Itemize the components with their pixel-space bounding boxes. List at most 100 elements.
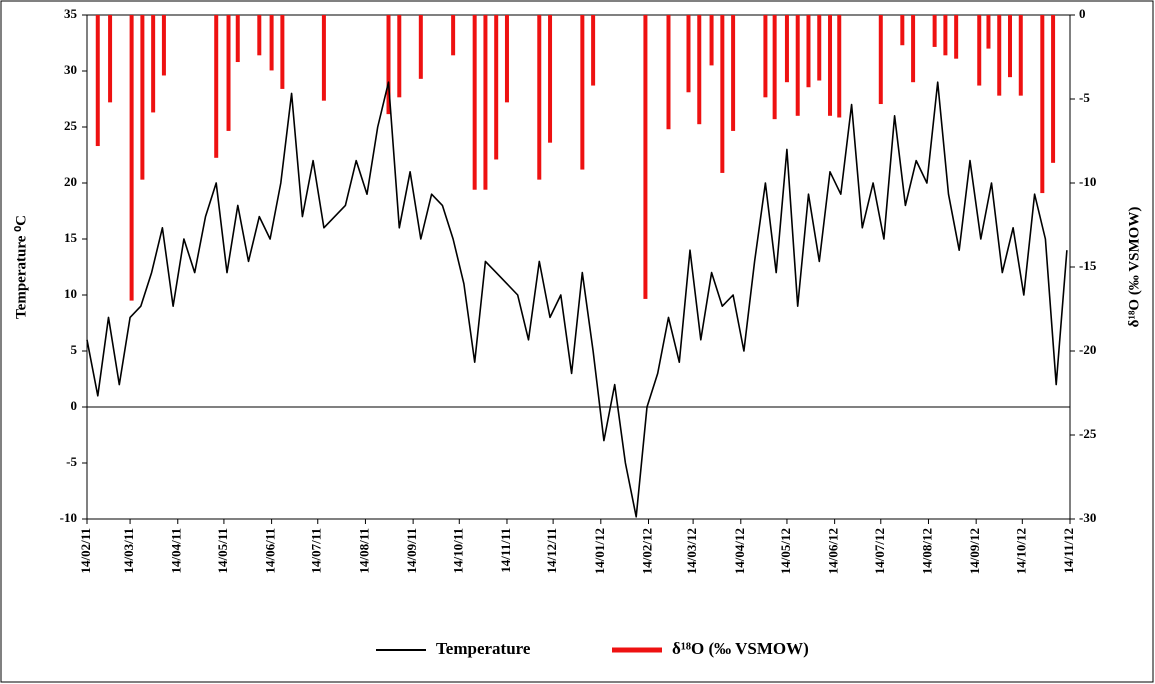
bar [151, 15, 156, 113]
x-tick-label: 14/09/12 [967, 528, 982, 574]
bar [321, 15, 326, 101]
bar [269, 15, 274, 71]
temperature-line [86, 81, 1068, 518]
bar [257, 15, 262, 56]
y-tick-label: 30 [64, 62, 77, 77]
bar [129, 15, 134, 301]
y-tick-label: -10 [60, 510, 77, 525]
bar [932, 15, 937, 47]
y-tick-label: 35 [64, 6, 78, 21]
bar [697, 15, 702, 125]
bar [226, 15, 231, 131]
y2-tick-label: -30 [1079, 510, 1096, 525]
bar [943, 15, 948, 56]
y2-tick-label: -25 [1079, 426, 1097, 441]
bar [591, 15, 596, 86]
y2-tick-label: -20 [1079, 342, 1096, 357]
bar [95, 15, 100, 147]
bar [878, 15, 883, 105]
bar [977, 15, 982, 86]
bar [731, 15, 736, 131]
plot-area [86, 14, 1071, 520]
x-tick-label: 14/04/11 [169, 528, 184, 574]
bar [828, 15, 833, 116]
bar [666, 15, 671, 130]
bar [911, 15, 916, 83]
y2-tick-label: 0 [1079, 6, 1086, 21]
y-tick-label: 5 [71, 342, 78, 357]
bar [997, 15, 1002, 96]
y-axis-label: Temperature ⁰C [13, 215, 29, 319]
x-tick-label: 14/08/11 [356, 528, 371, 574]
x-tick-label: 14/05/12 [778, 528, 793, 574]
x-tick-label: 14/02/12 [639, 528, 654, 574]
bar [504, 15, 509, 103]
bar [720, 15, 725, 173]
y-tick-label: 10 [64, 286, 77, 301]
x-tick-label: 14/10/12 [1013, 528, 1028, 574]
bar [108, 15, 113, 103]
legend-label: δ¹⁸O (‰ VSMOW) [672, 639, 809, 658]
bar [1051, 15, 1056, 163]
x-tick-label: 14/02/11 [78, 528, 93, 574]
bar [1018, 15, 1023, 96]
bar [1040, 15, 1045, 194]
x-tick-label: 14/11/12 [1061, 528, 1076, 574]
bar [954, 15, 959, 59]
bar [686, 15, 691, 93]
bar [472, 15, 477, 190]
bar [280, 15, 285, 89]
bar [784, 15, 789, 83]
x-tick-label: 14/03/11 [121, 528, 136, 574]
x-tick-label: 14/03/12 [684, 528, 699, 574]
bar [817, 15, 822, 81]
x-tick-label: 14/09/11 [404, 528, 419, 574]
y-tick-label: 0 [71, 398, 78, 413]
x-tick-label: 14/06/12 [826, 528, 841, 574]
bar [1008, 15, 1013, 78]
bar [214, 15, 219, 158]
y2-axis-label: δ¹⁸O (‰ VSMOW) [1126, 207, 1142, 328]
bar [795, 15, 800, 116]
x-tick-label: 14/11/11 [498, 528, 513, 573]
x-tick-label: 14/07/12 [872, 528, 887, 574]
bar [548, 15, 553, 143]
bar [494, 15, 499, 160]
bar [580, 15, 585, 170]
y2-tick-label: -5 [1079, 90, 1090, 105]
x-tick-label: 14/12/11 [544, 528, 559, 574]
bar [140, 15, 145, 180]
bar [483, 15, 488, 190]
y2-tick-label: -15 [1079, 258, 1097, 273]
x-tick-label: 14/05/11 [215, 528, 230, 574]
x-tick-label: 14/01/12 [592, 528, 607, 574]
bar [763, 15, 768, 98]
bar [161, 15, 166, 76]
x-tick-label: 14/10/11 [450, 528, 465, 574]
bar [537, 15, 542, 180]
bar [806, 15, 811, 88]
bar [397, 15, 402, 98]
bar [235, 15, 240, 63]
x-tick-label: 14/07/11 [309, 528, 324, 574]
x-tick-label: 14/08/12 [919, 528, 934, 574]
bar [418, 15, 423, 79]
y-tick-label: 20 [64, 174, 77, 189]
y-tick-label: -5 [66, 454, 77, 469]
x-tick-label: 14/04/12 [732, 528, 747, 574]
bar [900, 15, 905, 46]
y2-tick-label: -10 [1079, 174, 1096, 189]
legend-label: Temperature [436, 639, 531, 658]
bar [986, 15, 991, 49]
x-tick-label: 14/06/11 [263, 528, 278, 574]
y-tick-label: 25 [64, 118, 78, 133]
bar [837, 15, 842, 118]
bar [386, 15, 391, 115]
bar [772, 15, 777, 120]
bar [643, 15, 648, 299]
bar [451, 15, 456, 56]
bar [709, 15, 714, 66]
y-tick-label: 15 [64, 230, 78, 245]
